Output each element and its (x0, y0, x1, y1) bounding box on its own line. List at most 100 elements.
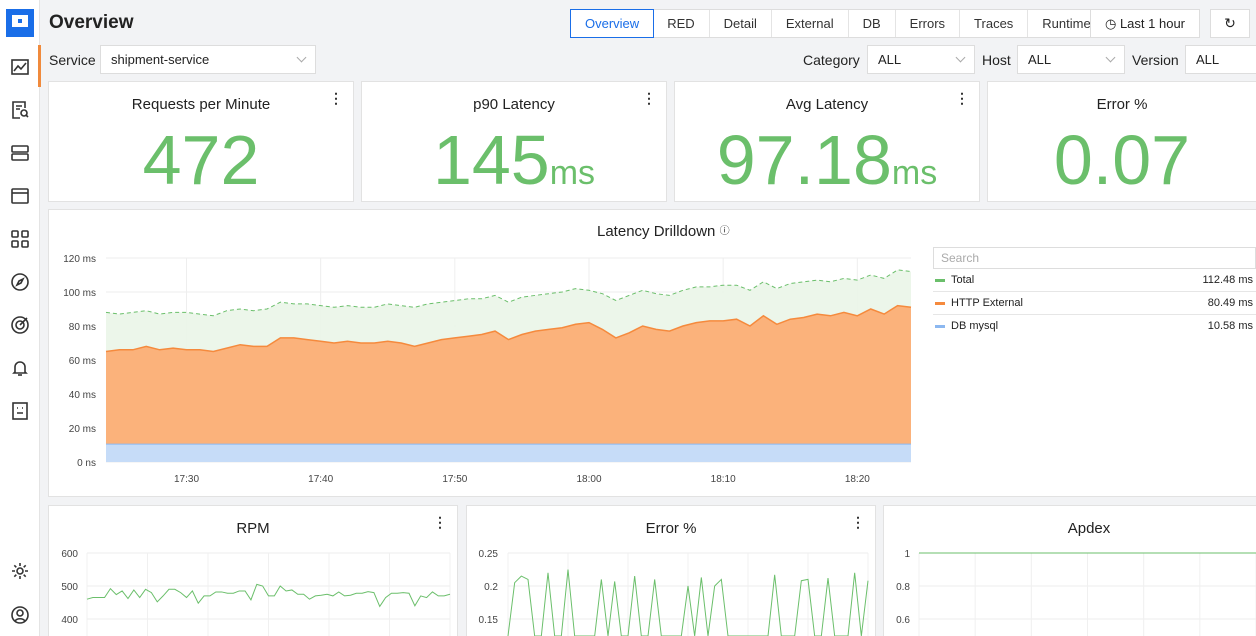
service-value: shipment-service (111, 52, 210, 67)
x-tick-label: 18:00 (576, 474, 601, 485)
tab-detail[interactable]: Detail (710, 10, 772, 37)
stat-card-avg-latency: Avg Latency ⋮ 97.18ms (674, 81, 980, 202)
stat-title: Requests per Minute (131, 96, 271, 113)
more-icon[interactable]: ⋮ (329, 90, 343, 106)
y-tick-label: 0.8 (896, 582, 910, 593)
y-tick-label: 1 (904, 549, 910, 560)
chart-title: Error % (645, 520, 697, 537)
legend-item-total[interactable]: Total 112.48 ms (933, 269, 1256, 292)
tab-external[interactable]: External (772, 10, 849, 37)
chart-title: Apdex (1067, 520, 1111, 537)
y-tick-label: 600 (61, 549, 78, 560)
x-tick-label: 17:40 (308, 474, 333, 485)
tab-overview[interactable]: Overview (570, 9, 655, 38)
more-icon[interactable]: ⋮ (851, 514, 865, 530)
y-tick-label: 100 ms (63, 288, 96, 299)
gear-icon[interactable] (8, 559, 32, 583)
x-tick-label: 18:10 (711, 474, 736, 485)
series-area-db-mysql (106, 444, 911, 462)
time-range-button[interactable]: ◷ Last 1 hour (1090, 9, 1200, 38)
host-select[interactable]: ALL (1017, 45, 1125, 74)
legend-swatch (935, 302, 945, 305)
refresh-button[interactable]: ↻ (1210, 9, 1250, 38)
y-tick-label: 120 ms (63, 254, 96, 265)
legend-item-http-external[interactable]: HTTP External 80.49 ms (933, 292, 1256, 315)
stat-card-p90: p90 Latency ⋮ 145ms (361, 81, 667, 202)
y-tick-label: 20 ms (69, 424, 96, 435)
more-icon[interactable]: ⋮ (955, 90, 969, 106)
legend-item-db-mysql[interactable]: DB mysql 10.58 ms (933, 315, 1256, 338)
tab-red[interactable]: RED (653, 10, 710, 37)
stat-value: 472 (142, 121, 260, 199)
tab-traces[interactable]: Traces (960, 10, 1029, 37)
latency-chart: 0 ns 20 ms 40 ms 60 ms 80 ms 100 ms 120 ms 17:3… (63, 254, 912, 485)
service-label: Service (49, 52, 96, 68)
y-tick-label: 400 (61, 615, 78, 626)
stat-title: Avg Latency (785, 96, 869, 113)
y-tick-label: 0.25 (479, 549, 499, 560)
chart-title: RPM (236, 520, 270, 537)
y-tick-label: 0 ns (77, 458, 96, 469)
logo[interactable] (6, 9, 34, 37)
stat-value: 145ms (432, 121, 596, 199)
log-search-icon[interactable] (8, 98, 32, 122)
browser-icon[interactable] (8, 184, 32, 208)
dashboard-icon[interactable] (8, 399, 32, 423)
tab-runtime[interactable]: Runtime (1042, 16, 1091, 31)
apdex-panel: Apdex (883, 505, 1256, 636)
stat-value: 0.07 (1053, 121, 1191, 199)
tab-errors[interactable]: Errors (896, 10, 961, 37)
refresh-icon: ↻ (1224, 15, 1236, 31)
category-select[interactable]: ALL (867, 45, 975, 74)
y-tick-label: 0.6 (896, 615, 910, 626)
series-line-rpm (86, 583, 451, 608)
stat-value: 97.18ms (716, 121, 938, 199)
chart-legend: Search Total 112.48 ms HTTP External 80.49… (933, 247, 1256, 338)
server-icon[interactable] (8, 141, 32, 165)
user-icon[interactable] (8, 603, 32, 627)
series-line-error (507, 569, 869, 636)
time-range-label: Last 1 hour (1119, 16, 1185, 31)
more-icon[interactable]: ⋮ (433, 514, 447, 530)
more-icon[interactable]: ⋮ (642, 90, 656, 106)
stat-card-rpm: Requests per Minute ⋮ 472 (48, 81, 354, 202)
y-tick-label: 0.15 (479, 615, 499, 626)
tab-bar: Overview RED Detail External DB Errors T… (570, 9, 1106, 38)
compass-icon[interactable] (8, 270, 32, 294)
stat-title: p90 Latency (473, 96, 555, 113)
category-value: ALL (878, 52, 902, 67)
category-label: Category (803, 52, 860, 68)
x-tick-label: 17:30 (174, 474, 199, 485)
bell-icon[interactable] (8, 356, 32, 380)
y-tick-label: 80 ms (69, 322, 96, 333)
version-select[interactable]: ALL (1185, 45, 1256, 74)
legend-swatch (935, 279, 945, 282)
host-label: Host (982, 52, 1011, 68)
apps-grid-icon[interactable] (8, 227, 32, 251)
y-tick-label: 500 (61, 582, 78, 593)
y-tick-label: 0.2 (484, 582, 498, 593)
legend-swatch (935, 325, 945, 328)
stat-title: Error % (1096, 96, 1148, 113)
clock-icon: ◷ (1104, 16, 1120, 31)
host-value: ALL (1028, 52, 1052, 67)
y-tick-label: 40 ms (69, 390, 96, 401)
version-value: ALL (1196, 52, 1220, 67)
x-tick-label: 18:20 (845, 474, 870, 485)
x-tick-label: 17:50 (442, 474, 467, 485)
chart-line-icon[interactable] (8, 55, 32, 79)
series-line-http-external (105, 304, 912, 353)
target-icon[interactable] (8, 313, 32, 337)
page-title: Overview (49, 12, 134, 33)
sidebar (0, 0, 41, 636)
chart-title: Latency Drilldown ⓘ (597, 223, 730, 240)
y-tick-label: 60 ms (69, 356, 96, 367)
tab-db[interactable]: DB (849, 10, 896, 37)
version-label: Version (1132, 52, 1179, 68)
info-icon[interactable]: ⓘ (719, 226, 730, 237)
series-area-total (106, 269, 911, 352)
active-indicator (38, 45, 41, 87)
service-select[interactable]: shipment-service (100, 45, 316, 74)
stat-card-error: Error % 0.07 (987, 81, 1256, 202)
